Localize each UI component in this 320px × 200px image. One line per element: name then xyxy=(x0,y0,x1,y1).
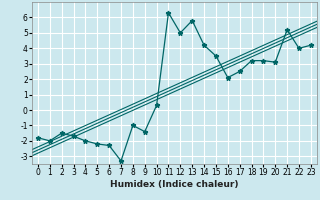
X-axis label: Humidex (Indice chaleur): Humidex (Indice chaleur) xyxy=(110,180,239,189)
